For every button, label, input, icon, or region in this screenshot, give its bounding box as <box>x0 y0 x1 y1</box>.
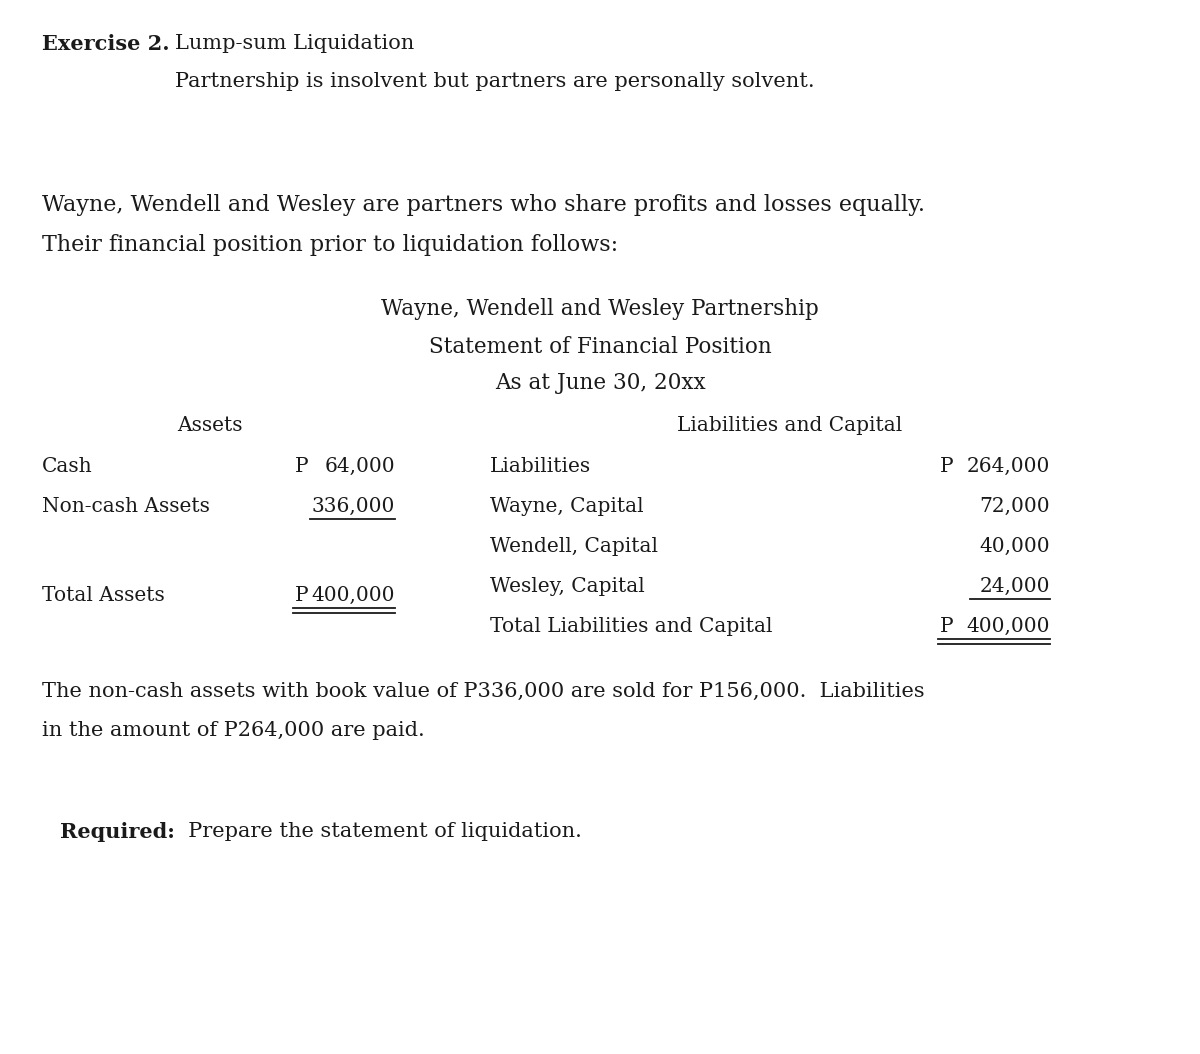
Text: As at June 30, 20xx: As at June 30, 20xx <box>494 372 706 394</box>
Text: 72,000: 72,000 <box>979 497 1050 516</box>
Text: 64,000: 64,000 <box>324 457 395 476</box>
Text: 336,000: 336,000 <box>312 497 395 516</box>
Text: P: P <box>940 617 954 636</box>
Text: Total Liabilities and Capital: Total Liabilities and Capital <box>490 617 773 636</box>
Text: Exercise 2.: Exercise 2. <box>42 34 169 54</box>
Text: 40,000: 40,000 <box>979 536 1050 557</box>
Text: 24,000: 24,000 <box>979 577 1050 596</box>
Text: Total Assets: Total Assets <box>42 586 164 605</box>
Text: Lump-sum Liquidation: Lump-sum Liquidation <box>175 34 414 53</box>
Text: Wayne, Capital: Wayne, Capital <box>490 497 643 516</box>
Text: Wayne, Wendell and Wesley Partnership: Wayne, Wendell and Wesley Partnership <box>382 298 818 320</box>
Text: P: P <box>295 457 308 476</box>
Text: Wayne, Wendell and Wesley are partners who share profits and losses equally.: Wayne, Wendell and Wesley are partners w… <box>42 194 925 216</box>
Text: in the amount of P264,000 are paid.: in the amount of P264,000 are paid. <box>42 721 425 740</box>
Text: Liabilities: Liabilities <box>490 457 592 476</box>
Text: Wendell, Capital: Wendell, Capital <box>490 536 658 557</box>
Text: 264,000: 264,000 <box>967 457 1050 476</box>
Text: Cash: Cash <box>42 457 92 476</box>
Text: P: P <box>940 457 954 476</box>
Text: Partnership is insolvent but partners are personally solvent.: Partnership is insolvent but partners ar… <box>175 72 815 91</box>
Text: 400,000: 400,000 <box>312 586 395 605</box>
Text: Liabilities and Capital: Liabilities and Capital <box>677 416 902 435</box>
Text: Required:: Required: <box>60 822 175 842</box>
Text: P: P <box>295 586 308 605</box>
Text: Non-cash Assets: Non-cash Assets <box>42 497 210 516</box>
Text: Assets: Assets <box>178 416 242 435</box>
Text: Wesley, Capital: Wesley, Capital <box>490 577 644 596</box>
Text: Statement of Financial Position: Statement of Financial Position <box>428 336 772 358</box>
Text: The non-cash assets with book value of P336,000 are sold for P156,000.  Liabilit: The non-cash assets with book value of P… <box>42 682 925 701</box>
Text: Their financial position prior to liquidation follows:: Their financial position prior to liquid… <box>42 234 618 256</box>
Text: Prepare the statement of liquidation.: Prepare the statement of liquidation. <box>175 822 582 841</box>
Text: 400,000: 400,000 <box>966 617 1050 636</box>
